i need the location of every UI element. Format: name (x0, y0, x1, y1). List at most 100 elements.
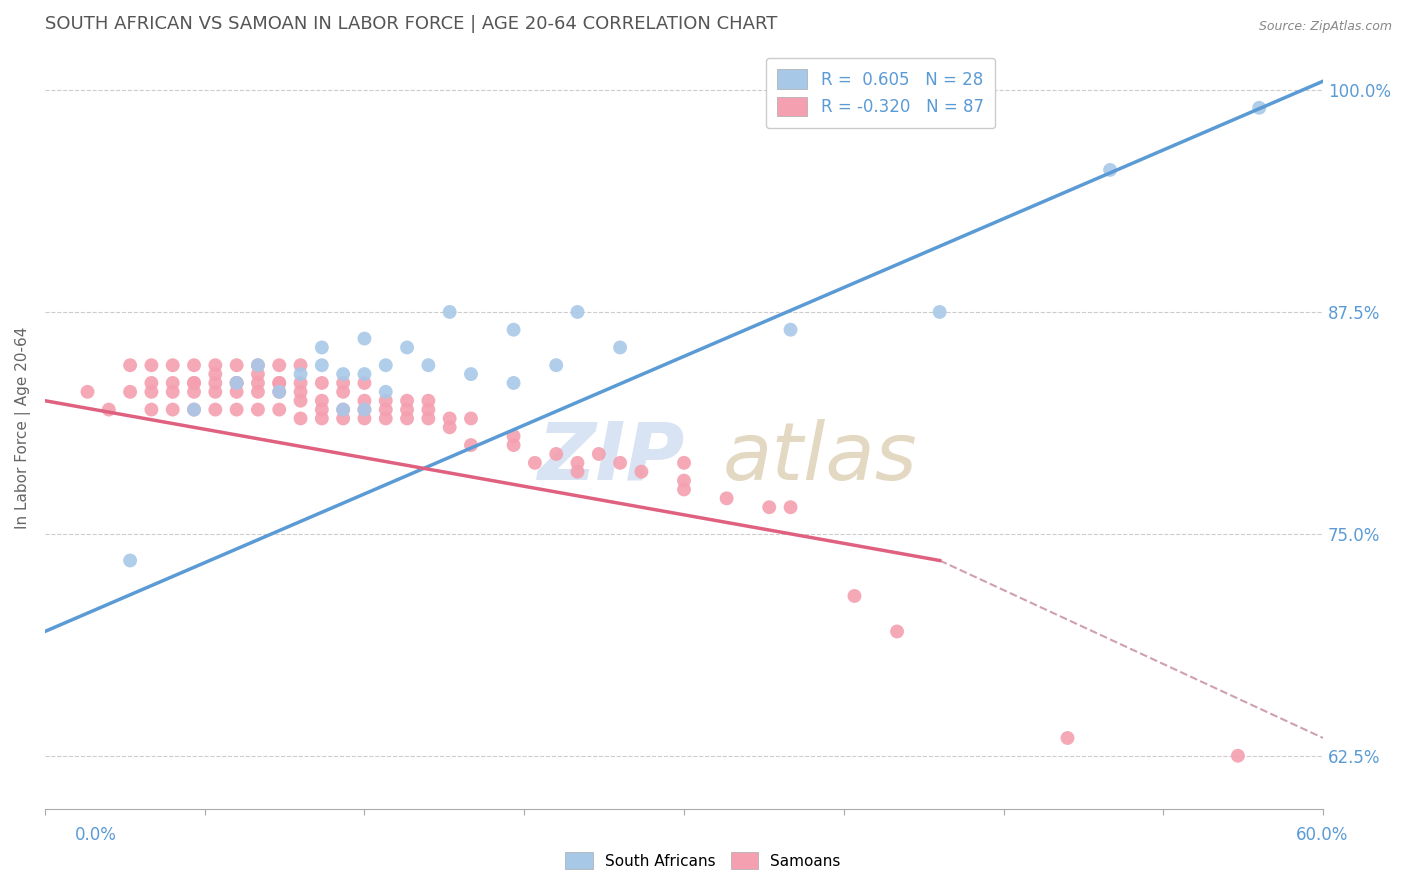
Point (225, 358, 247, 372)
Point (269, 402, 291, 417)
Point (76, 384, 98, 399)
Text: atlas: atlas (723, 419, 917, 497)
Text: ZIP: ZIP (537, 419, 683, 497)
Point (204, 376, 226, 390)
Point (546, 358, 568, 372)
Point (758, 500, 780, 515)
Point (567, 456, 589, 470)
Point (332, 402, 354, 417)
Point (269, 384, 291, 399)
Point (246, 358, 269, 372)
Point (246, 402, 269, 417)
Point (672, 456, 695, 470)
Point (779, 500, 801, 515)
Point (311, 402, 333, 417)
Point (332, 376, 354, 390)
Point (225, 376, 247, 390)
Point (246, 376, 269, 390)
Point (141, 384, 163, 399)
Point (460, 411, 482, 425)
Point (120, 384, 142, 399)
Point (269, 358, 291, 372)
Point (311, 393, 333, 408)
Point (502, 429, 524, 443)
Point (418, 358, 440, 372)
Point (290, 411, 312, 425)
Point (418, 411, 440, 425)
Point (567, 465, 589, 479)
Point (374, 384, 396, 399)
Point (353, 402, 375, 417)
Point (353, 332, 375, 346)
Point (1056, 731, 1078, 745)
Text: SOUTH AFRICAN VS SAMOAN IN LABOR FORCE | AGE 20-64 CORRELATION CHART: SOUTH AFRICAN VS SAMOAN IN LABOR FORCE |… (45, 15, 778, 33)
Point (225, 376, 247, 390)
Point (460, 438, 482, 452)
Point (418, 402, 440, 417)
Point (141, 376, 163, 390)
Point (844, 589, 866, 603)
Point (311, 411, 333, 425)
Point (204, 384, 226, 399)
Point (886, 624, 908, 639)
Point (311, 358, 333, 372)
Point (588, 447, 610, 461)
Point (716, 491, 738, 506)
Point (332, 384, 354, 399)
Point (120, 358, 142, 372)
Point (353, 367, 375, 381)
Point (332, 411, 354, 425)
Point (204, 402, 226, 417)
Point (928, 305, 950, 319)
Point (396, 411, 419, 425)
Point (567, 305, 589, 319)
Point (1099, 163, 1122, 178)
Point (546, 447, 568, 461)
Point (460, 367, 482, 381)
Legend: South Africans, Samoans: South Africans, Samoans (560, 846, 846, 875)
Point (374, 411, 396, 425)
Point (97, 402, 120, 417)
Point (183, 402, 205, 417)
Point (183, 376, 205, 390)
Point (120, 553, 142, 567)
Point (183, 384, 205, 399)
Point (290, 376, 312, 390)
Point (374, 358, 396, 372)
Point (630, 465, 652, 479)
Point (290, 358, 312, 372)
Legend: R =  0.605   N = 28, R = -0.320   N = 87: R = 0.605 N = 28, R = -0.320 N = 87 (766, 58, 995, 128)
Point (1226, 748, 1249, 763)
Point (162, 376, 184, 390)
Point (374, 393, 396, 408)
Point (183, 358, 205, 372)
Point (332, 402, 354, 417)
Point (141, 358, 163, 372)
Point (183, 402, 205, 417)
Point (439, 411, 461, 425)
Point (1249, 101, 1271, 115)
Point (311, 341, 333, 355)
Point (609, 341, 631, 355)
Point (162, 402, 184, 417)
Point (183, 376, 205, 390)
Point (396, 393, 419, 408)
Point (290, 384, 312, 399)
Point (523, 456, 546, 470)
Point (609, 456, 631, 470)
Point (225, 402, 247, 417)
Point (225, 384, 247, 399)
Point (439, 420, 461, 434)
Point (396, 341, 419, 355)
Point (439, 305, 461, 319)
Text: 0.0%: 0.0% (75, 826, 117, 844)
Point (353, 393, 375, 408)
Point (374, 402, 396, 417)
Point (246, 367, 269, 381)
Point (353, 411, 375, 425)
Point (269, 376, 291, 390)
Point (502, 323, 524, 337)
Point (502, 376, 524, 390)
Point (332, 367, 354, 381)
Point (311, 376, 333, 390)
